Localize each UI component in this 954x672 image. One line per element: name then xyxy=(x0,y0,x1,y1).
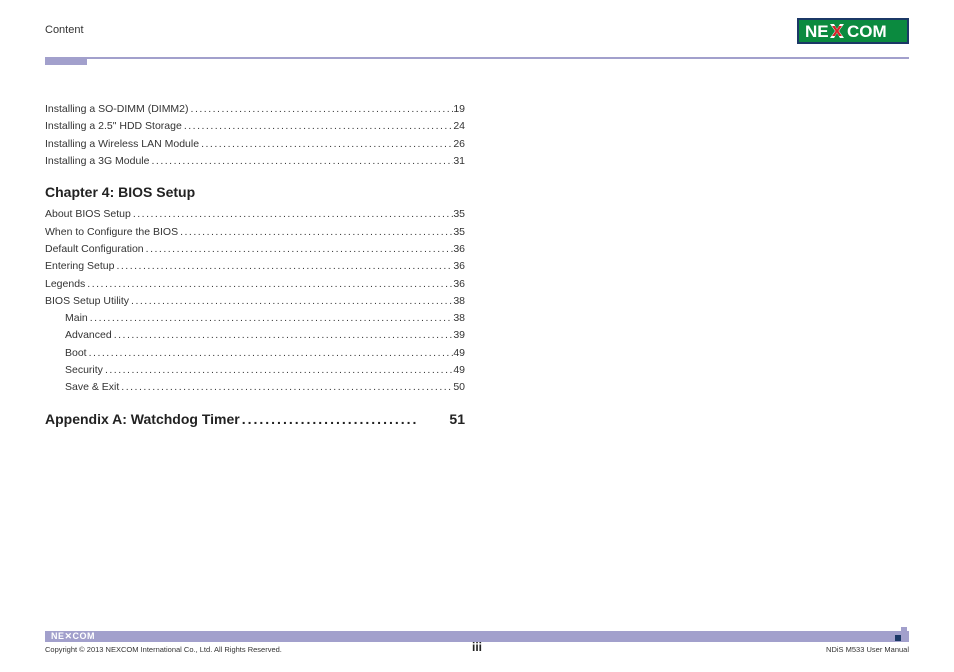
toc-label: Advanced xyxy=(65,327,112,344)
toc-leader-dots: ........................................… xyxy=(199,136,453,153)
chapter-4-heading: Chapter 4: BIOS Setup xyxy=(45,184,465,200)
toc-row: Advanced................................… xyxy=(45,327,465,344)
toc-page: 49 xyxy=(453,362,465,379)
logo-text-right: COM xyxy=(847,22,887,41)
toc-leader-dots: ........................................… xyxy=(88,310,454,327)
nexcom-logo: NE COM xyxy=(797,18,909,49)
appendix-dots: .............................. xyxy=(240,411,450,427)
toc-leader-dots: ........................................… xyxy=(103,362,453,379)
toc-label: Save & Exit xyxy=(65,379,119,396)
footer-copyright: Copyright © 2013 NEXCOM International Co… xyxy=(45,645,282,654)
toc-label: Legends xyxy=(45,276,85,293)
toc-row: Security................................… xyxy=(45,362,465,379)
header-accent-block xyxy=(45,59,87,65)
header-rule xyxy=(45,57,909,59)
toc-page: 38 xyxy=(453,293,465,310)
toc-page: 26 xyxy=(453,136,465,153)
toc-column: Installing a SO-DIMM (DIMM2)............… xyxy=(45,101,465,427)
toc-page: 19 xyxy=(453,101,465,118)
toc-leader-dots: ........................................… xyxy=(144,241,454,258)
toc-row: Entering Setup..........................… xyxy=(45,258,465,275)
toc-page: 36 xyxy=(453,241,465,258)
toc-page: 39 xyxy=(453,327,465,344)
toc-page: 50 xyxy=(453,379,465,396)
toc-page: 36 xyxy=(453,276,465,293)
appendix-label: Appendix A: Watchdog Timer xyxy=(45,411,240,427)
toc-row: About BIOS Setup........................… xyxy=(45,206,465,223)
toc-row: Save & Exit.............................… xyxy=(45,379,465,396)
toc-row: Boot....................................… xyxy=(45,345,465,362)
toc-label: Installing a Wireless LAN Module xyxy=(45,136,199,153)
toc-leader-dots: ........................................… xyxy=(131,206,454,223)
toc-label: Entering Setup xyxy=(45,258,114,275)
toc-label: When to Configure the BIOS xyxy=(45,224,178,241)
toc-row: BIOS Setup Utility......................… xyxy=(45,293,465,310)
toc-label: Installing a SO-DIMM (DIMM2) xyxy=(45,101,189,118)
toc-leader-dots: ........................................… xyxy=(189,101,454,118)
toc-label: Installing a 3G Module xyxy=(45,153,149,170)
toc-label: Main xyxy=(65,310,88,327)
toc-row: Main....................................… xyxy=(45,310,465,327)
toc-leader-dots: ........................................… xyxy=(87,345,454,362)
toc-leader-dots: ........................................… xyxy=(129,293,453,310)
appendix-page: 51 xyxy=(449,411,465,427)
toc-row: Installing a 3G Module..................… xyxy=(45,153,465,170)
toc-leader-dots: ........................................… xyxy=(178,224,453,241)
toc-label: Installing a 2.5" HDD Storage xyxy=(45,118,182,135)
toc-page: 49 xyxy=(453,345,465,362)
toc-page: 24 xyxy=(453,118,465,135)
toc-leader-dots: ........................................… xyxy=(119,379,453,396)
footer-manual-name: NDiS M533 User Manual xyxy=(826,645,909,654)
toc-label: BIOS Setup Utility xyxy=(45,293,129,310)
toc-row: Installing a SO-DIMM (DIMM2)............… xyxy=(45,101,465,118)
footer-squares-icon xyxy=(893,627,909,643)
toc-row: When to Configure the BIOS..............… xyxy=(45,224,465,241)
toc-row: Installing a 2.5" HDD Storage...........… xyxy=(45,118,465,135)
toc-row: Installing a Wireless LAN Module........… xyxy=(45,136,465,153)
header-section-label: Content xyxy=(45,20,84,36)
footer-bar: NE✕COM xyxy=(45,631,909,642)
footer-mini-logo: NE✕COM xyxy=(51,631,95,642)
toc-page: 35 xyxy=(453,206,465,223)
toc-page: 35 xyxy=(453,224,465,241)
footer: NE✕COM Copyright © 2013 NEXCOM Internati… xyxy=(45,631,909,654)
toc-label: Default Configuration xyxy=(45,241,144,258)
toc-label: Security xyxy=(65,362,103,379)
toc-row: Legends.................................… xyxy=(45,276,465,293)
appendix-a-row: Appendix A: Watchdog Timer .............… xyxy=(45,411,465,427)
toc-label: Boot xyxy=(65,345,87,362)
toc-leader-dots: ........................................… xyxy=(85,276,453,293)
toc-row: Default Configuration...................… xyxy=(45,241,465,258)
toc-page: 31 xyxy=(453,153,465,170)
toc-leader-dots: ........................................… xyxy=(182,118,454,135)
logo-text-left: NE xyxy=(805,22,829,41)
toc-page: 36 xyxy=(453,258,465,275)
toc-leader-dots: ........................................… xyxy=(149,153,453,170)
toc-label: About BIOS Setup xyxy=(45,206,131,223)
toc-leader-dots: ........................................… xyxy=(112,327,454,344)
toc-page: 38 xyxy=(453,310,465,327)
toc-leader-dots: ........................................… xyxy=(114,258,453,275)
